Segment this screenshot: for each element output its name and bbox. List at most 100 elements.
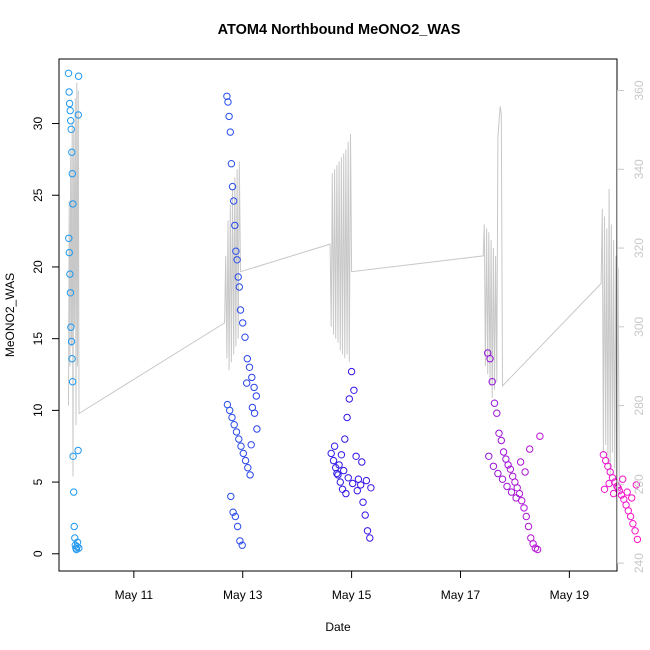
data-point xyxy=(334,471,342,479)
data-point xyxy=(250,383,258,392)
data-point xyxy=(239,319,247,327)
data-point xyxy=(498,475,507,483)
data-point xyxy=(335,461,343,469)
data-point xyxy=(68,355,76,363)
data-point xyxy=(227,492,235,501)
data-point xyxy=(633,535,642,544)
data-point xyxy=(70,522,78,531)
data-point xyxy=(223,92,231,101)
data-point xyxy=(235,435,243,443)
data-point xyxy=(327,449,335,458)
data-point xyxy=(248,373,256,382)
data-point xyxy=(600,485,609,493)
data-point xyxy=(490,399,499,407)
y-axis-label: MeONO2_WAS xyxy=(3,273,17,357)
data-point xyxy=(65,99,74,108)
data-point xyxy=(338,485,347,493)
data-point xyxy=(233,522,242,531)
data-point xyxy=(485,452,493,460)
x-tick-label: May 13 xyxy=(223,588,263,602)
data-point xyxy=(628,494,636,502)
data-point xyxy=(236,537,244,545)
data-point xyxy=(230,197,238,205)
data-point xyxy=(512,494,520,502)
data-point xyxy=(608,474,617,482)
data-point xyxy=(238,541,246,549)
data-point xyxy=(252,392,260,400)
data-point xyxy=(66,289,75,297)
x-axis: May 11 May 13 May 15 May 17 May 19 xyxy=(115,571,590,602)
right-axis-line-series xyxy=(68,82,620,485)
data-point xyxy=(245,363,254,371)
data-point xyxy=(504,461,512,469)
y-right-tick-label: 300 xyxy=(632,316,646,336)
data-point xyxy=(70,488,78,496)
y-left-tick-label: 30 xyxy=(31,117,45,131)
y-right-tick-label: 260 xyxy=(632,474,646,494)
x-tick-label: May 19 xyxy=(550,588,590,602)
data-point xyxy=(74,446,82,455)
y-left-tick-label: 10 xyxy=(31,403,45,417)
data-point xyxy=(609,489,618,498)
data-point xyxy=(619,475,627,483)
y-left-tick-label: 5 xyxy=(31,478,45,485)
y-left-tick-label: 0 xyxy=(31,550,45,557)
data-point xyxy=(506,465,515,473)
data-point xyxy=(623,488,631,496)
data-point xyxy=(363,527,372,535)
data-point xyxy=(493,409,501,417)
y-right-tick-label: 240 xyxy=(632,553,646,573)
y-right-tick-label: 320 xyxy=(632,238,646,258)
data-point xyxy=(516,458,525,466)
y-right-tick-label: 280 xyxy=(632,395,646,415)
data-point xyxy=(337,451,346,459)
data-point xyxy=(340,466,348,475)
data-point xyxy=(347,367,356,376)
data-point xyxy=(231,221,239,230)
data-point xyxy=(230,421,238,429)
data-point xyxy=(336,478,344,486)
data-point xyxy=(488,378,496,386)
data-point xyxy=(524,522,533,531)
data-point xyxy=(529,540,537,548)
data-point xyxy=(349,479,357,488)
data-point xyxy=(231,512,240,521)
data-point xyxy=(228,413,236,422)
data-point xyxy=(499,448,508,456)
data-point xyxy=(66,106,74,115)
data-point xyxy=(345,395,353,403)
data-point xyxy=(232,428,241,436)
data-point xyxy=(225,112,233,121)
data-point xyxy=(629,520,637,528)
data-point xyxy=(75,544,83,552)
data-point xyxy=(68,170,77,178)
chart-title: ATOM4 Northbound MeONO2_WAS xyxy=(218,22,461,38)
y-right-tick-label: 360 xyxy=(632,80,646,100)
data-point xyxy=(64,69,73,78)
data-point xyxy=(362,476,371,485)
data-point xyxy=(67,337,76,346)
y-left-tick-label: 15 xyxy=(31,332,45,346)
data-point xyxy=(632,481,640,489)
data-point xyxy=(333,469,341,478)
x-tick-label: May 11 xyxy=(115,588,154,602)
y-left-tick-label: 20 xyxy=(31,260,45,274)
x-tick-label: May 15 xyxy=(332,588,372,602)
y-axis-right: 240 260 280 300 320 340 360 xyxy=(617,80,646,573)
y-right-tick-label: 340 xyxy=(632,159,646,179)
data-point xyxy=(67,323,75,331)
data-point xyxy=(359,498,367,506)
data-point xyxy=(246,471,254,479)
data-point xyxy=(235,283,244,291)
data-point xyxy=(353,487,361,495)
data-point xyxy=(241,333,249,341)
data-point xyxy=(241,456,250,465)
data-point xyxy=(330,442,339,450)
y-axis-left: 0 5 10 15 20 25 30 xyxy=(31,117,59,557)
data-point xyxy=(228,182,237,191)
data-point xyxy=(226,406,234,415)
data-point xyxy=(503,482,511,491)
series-line xyxy=(68,82,620,485)
data-point xyxy=(367,484,375,492)
